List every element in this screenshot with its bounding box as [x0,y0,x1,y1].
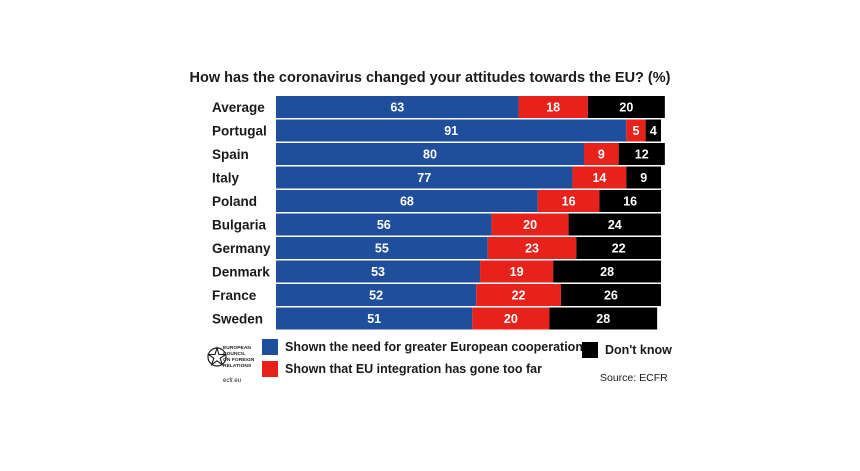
value-label-too-far-spain: 9 [598,148,605,162]
category-label-bulgaria: Bulgaria [212,218,267,233]
legend-item-too-far: Shown that EU integration has gone too f… [262,361,542,377]
value-label-dont-know-bulgaria: 24 [608,218,622,232]
value-label-too-far-denmark: 19 [510,265,524,279]
logo-line-2: COUNCIL [223,352,246,357]
value-label-cooperation-italy: 77 [417,171,431,185]
legend-item-dont-know: Don't know [582,342,672,358]
chart-title: How has the coronavirus changed your att… [189,70,671,86]
bar-cooperation-denmark [276,260,481,283]
bar-dont-know-germany [576,237,661,259]
bar-cooperation-poland [276,190,538,212]
category-label-germany: Germany [212,241,271,256]
value-label-too-far-average: 18 [546,101,560,115]
category-label-portugal: Portugal [212,124,267,139]
value-label-too-far-italy: 14 [592,171,606,185]
bar-too-far-portugal [626,119,646,142]
legend-swatch-cooperation [262,339,278,355]
bar-cooperation-spain [276,143,584,165]
legend-swatch-too-far [262,361,278,377]
bar-too-far-italy [572,166,627,189]
value-label-too-far-poland: 16 [562,195,576,209]
value-label-too-far-france: 22 [512,289,526,303]
star-logo-icon [206,346,228,367]
bar-too-far-germany [487,237,577,259]
value-label-dont-know-spain: 12 [635,148,649,162]
bar-dont-know-average [587,96,665,118]
legend-item-cooperation: Shown the need for greater European coop… [262,339,583,355]
value-label-dont-know-italy: 9 [640,171,647,185]
bar-dont-know-italy [626,166,661,189]
value-label-dont-know-portugal: 4 [650,124,657,138]
bar-cooperation-italy [276,166,573,189]
value-label-dont-know-denmark: 28 [600,265,614,279]
bar-cooperation-sweden [276,307,473,330]
value-label-too-far-sweden: 20 [504,312,518,326]
logo-line-4: RELATIONS [223,364,252,369]
ecfr-logo: EUROPEAN COUNCIL ON FOREIGN RELATIONS ec… [206,338,266,388]
value-label-too-far-germany: 23 [525,242,539,256]
value-label-cooperation-sweden: 51 [367,312,381,326]
value-label-dont-know-poland: 16 [623,195,637,209]
bar-cooperation-average [276,96,519,118]
value-label-cooperation-portugal: 91 [444,124,458,138]
logo-url: ecfr.eu [223,378,242,384]
value-label-cooperation-bulgaria: 56 [377,218,391,232]
legend-label-cooperation: Shown the need for greater European coop… [285,340,583,354]
category-label-denmark: Denmark [212,265,270,280]
bar-dont-know-spain [618,143,665,165]
bar-dont-know-france [560,284,661,306]
bar-too-far-poland [537,190,600,212]
category-label-france: France [212,288,257,303]
bar-too-far-bulgaria [491,213,569,236]
value-label-dont-know-france: 26 [604,289,618,303]
category-label-poland: Poland [212,194,257,209]
bar-cooperation-france [276,284,477,306]
category-label-spain: Spain [212,147,249,162]
bar-dont-know-bulgaria [568,213,661,236]
value-label-dont-know-average: 20 [619,101,633,115]
bar-too-far-denmark [480,260,554,283]
value-label-too-far-bulgaria: 20 [523,218,537,232]
bar-too-far-france [476,284,561,306]
legend-swatch-dont-know [582,342,598,358]
value-label-cooperation-poland: 68 [400,195,414,209]
bar-cooperation-portugal [276,119,627,142]
bar-dont-know-sweden [549,307,658,330]
bar-too-far-spain [584,143,619,165]
bar-cooperation-germany [276,237,488,259]
category-label-sweden: Sweden [212,312,263,327]
logo-line-1: EUROPEAN [223,346,251,351]
value-label-cooperation-france: 52 [369,289,383,303]
value-label-too-far-portugal: 5 [632,124,639,138]
bar-too-far-sweden [472,307,550,330]
source-note: Source: ECFR [600,372,668,384]
bar-cooperation-bulgaria [276,213,492,236]
legend-label-dont-know: Don't know [605,343,672,357]
value-label-cooperation-spain: 80 [423,148,437,162]
bar-too-far-average [518,96,588,118]
category-label-average: Average [212,100,265,115]
legend-label-too-far: Shown that EU integration has gone too f… [285,362,542,376]
value-label-dont-know-sweden: 28 [596,312,610,326]
bar-dont-know-denmark [553,260,661,283]
logo-line-3: ON FOREIGN [223,358,255,363]
category-label-italy: Italy [212,171,240,186]
value-label-cooperation-denmark: 53 [371,265,385,279]
value-label-cooperation-average: 63 [390,101,404,115]
bar-dont-know-portugal [645,119,661,142]
value-label-cooperation-germany: 55 [375,242,389,256]
value-label-dont-know-germany: 22 [612,242,626,256]
bar-dont-know-poland [599,190,661,212]
